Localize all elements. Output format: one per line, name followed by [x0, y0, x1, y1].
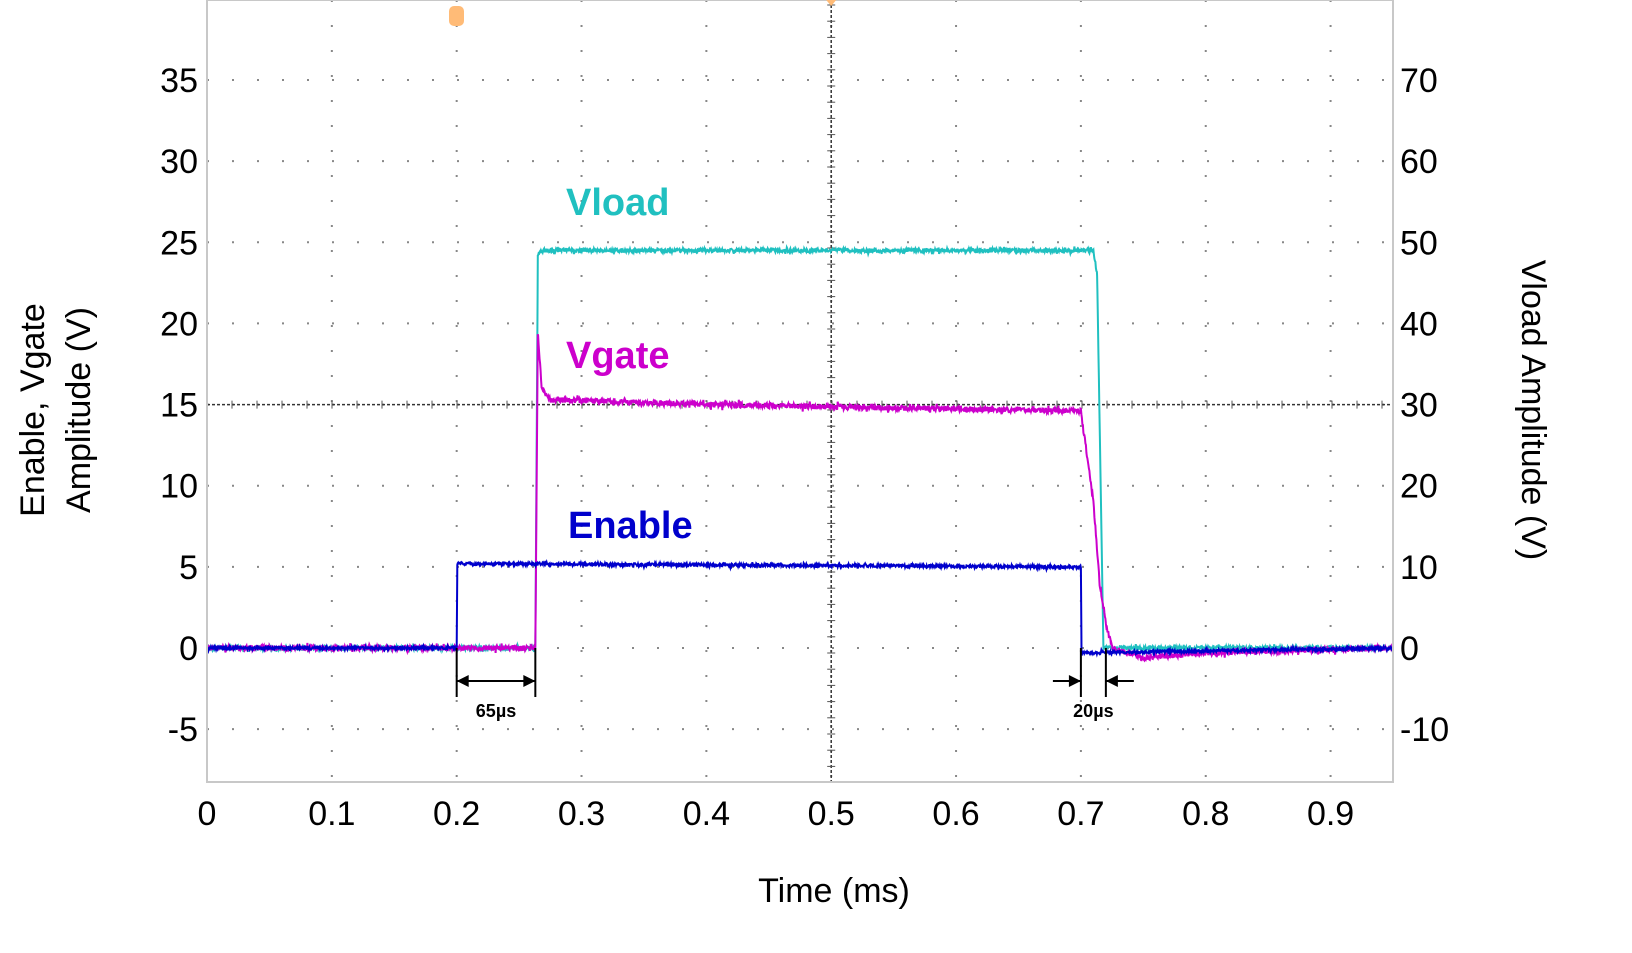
- series-line-vgate: [206, 333, 1394, 663]
- y-tick-label-right: 30: [1400, 387, 1438, 425]
- y-tick-label-right: 10: [1400, 549, 1438, 587]
- y-tick-label-left: 0: [179, 630, 198, 668]
- x-tick-label: 0.4: [683, 795, 730, 833]
- y-tick-label-left: 10: [160, 468, 198, 506]
- y-tick-label-right: 40: [1400, 305, 1438, 343]
- x-tick-label: 0.7: [1057, 795, 1104, 833]
- annotation-label: 20µs: [1073, 701, 1113, 721]
- series-line-vload: [206, 243, 1394, 655]
- arrow-head-icon: [1068, 675, 1081, 687]
- series-label-enable: Enable: [568, 505, 693, 547]
- y-tick-label-right: 20: [1400, 468, 1438, 506]
- series-label-vload: Vload: [566, 182, 669, 224]
- x-tick-label: 0.1: [308, 795, 355, 833]
- arrow-head-icon: [456, 675, 469, 687]
- y-tick-label-left: -5: [168, 711, 198, 749]
- y-tick-label-left: 25: [160, 224, 198, 262]
- y-tick-label-right: -10: [1400, 711, 1449, 749]
- annotations: 65µs 20µs: [455, 648, 1134, 721]
- series-line-enable: [206, 559, 1394, 658]
- series-label-vgate: Vgate: [566, 335, 669, 377]
- y-tick-label-left: 5: [179, 549, 198, 587]
- center-marker-icon: [826, 0, 837, 6]
- x-tick-label: 0.3: [558, 795, 605, 833]
- annotation-label: 65µs: [476, 701, 516, 721]
- axes: 0 0.1 0.2 0.3 0.4 0.5 0.6 0.7 0.8 0.9 35 30 25 20 15 10…: [160, 0, 1449, 833]
- y-tick-label-left: 15: [160, 387, 198, 425]
- x-tick-label: 0: [198, 795, 217, 833]
- y-axis-label-left-1: Enable, Vgate: [14, 303, 52, 517]
- x-tick-label: 0.8: [1182, 795, 1229, 833]
- arrow-head-icon: [523, 675, 536, 687]
- y-axis-label-right: Vload Amplitude (V): [1514, 260, 1552, 561]
- y-tick-label-left: 35: [160, 62, 198, 100]
- x-tick-label: 0.6: [932, 795, 979, 833]
- y-tick-label-left: 20: [160, 305, 198, 343]
- y-tick-label-right: 60: [1400, 143, 1438, 181]
- y-axis-label-left-2: Amplitude (V): [60, 307, 98, 513]
- y-tick-label-left: 30: [160, 143, 198, 181]
- arrow-head-icon: [1105, 675, 1118, 687]
- grid: [206, 0, 1393, 782]
- series-group: [206, 243, 1394, 663]
- x-axis-label: Time (ms): [758, 872, 910, 910]
- y-tick-label-right: 70: [1400, 62, 1438, 100]
- y-tick-label-right: 50: [1400, 224, 1438, 262]
- x-tick-label: 0.9: [1307, 795, 1354, 833]
- trigger-marker-icon: [449, 6, 464, 26]
- x-tick-label: 0.5: [808, 795, 855, 833]
- x-tick-label: 0.2: [433, 795, 480, 833]
- y-tick-label-right: 0: [1400, 630, 1419, 668]
- plot-frame: [206, 0, 1394, 783]
